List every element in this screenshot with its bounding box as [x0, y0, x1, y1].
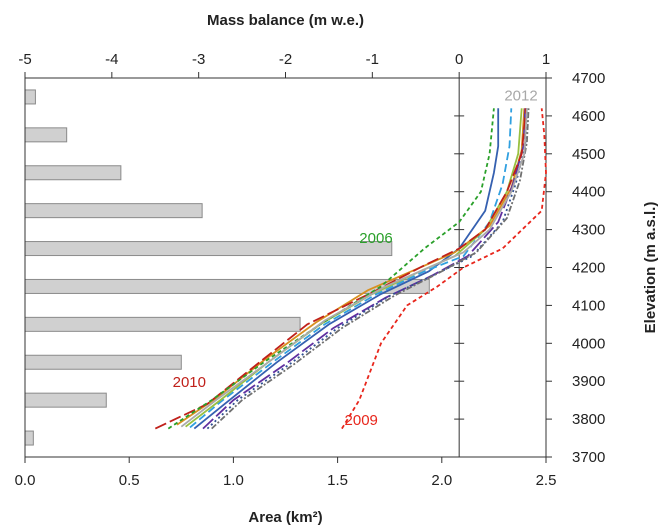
elevation-tick-label: 4500 — [572, 146, 605, 163]
mass-balance-line — [211, 108, 530, 430]
mass-balance-line — [185, 108, 523, 428]
area-bar — [24, 127, 68, 143]
mass-balance-line-2010 — [154, 108, 527, 430]
area-tick-label: 2.5 — [536, 472, 557, 489]
elevation-tick-label: 4700 — [572, 70, 605, 87]
axis-ticks: 0.0 0.5 1.0 1.5 2.0 2.5 -5 -4 -3 -2 -1 0 1 3700 3800 39… — [15, 51, 606, 489]
elevation-tick-label: 4200 — [572, 260, 605, 277]
mass-axis-title: Mass balance (m w.e.) — [207, 12, 364, 29]
elevation-tick-label: 3800 — [572, 411, 605, 428]
elevation-tick-label: 4600 — [572, 108, 605, 125]
area-tick-label: 0.5 — [119, 472, 140, 489]
area-tick-label: 1.0 — [223, 472, 244, 489]
mass-tick-label: 1 — [542, 51, 550, 68]
area-tick-label: 2.0 — [431, 472, 452, 489]
mass-balance-line — [189, 108, 513, 429]
elevation-tick-label: 3700 — [572, 449, 605, 466]
area-bar — [24, 203, 203, 219]
area-bar — [24, 89, 36, 105]
mass-balance-series — [154, 108, 547, 430]
elevation-tick-label: 4000 — [572, 335, 605, 352]
area-bar — [24, 316, 301, 332]
mass-tick-label: -5 — [18, 51, 31, 68]
mass-balance-line-2006 — [167, 108, 495, 430]
mass-tick-label: -4 — [105, 51, 118, 68]
area-tick-label: 1.5 — [327, 472, 348, 489]
area-bar — [24, 165, 122, 181]
series-label-2010: 2010 — [173, 374, 206, 391]
series-label-2006: 2006 — [359, 230, 392, 247]
elevation-tick-label: 4400 — [572, 184, 605, 201]
mass-tick-label: -2 — [279, 51, 292, 68]
axis-labels: 2009 2010 2006 2012 Mass balance (m w.e.) Are… — [173, 12, 659, 526]
elevation-tick-label: 3900 — [572, 373, 605, 390]
elevation-tick-label: 4100 — [572, 297, 605, 314]
mass-balance-line-2009 — [341, 108, 547, 430]
area-bar — [24, 430, 34, 446]
mass-tick-label: -3 — [192, 51, 205, 68]
area-bar — [24, 278, 430, 294]
elevation-tick-label: 4300 — [572, 222, 605, 239]
area-bar — [24, 392, 107, 408]
area-tick-label: 0.0 — [15, 472, 36, 489]
series-label-2012: 2012 — [504, 88, 537, 105]
area-bar — [24, 354, 182, 370]
area-bar — [24, 241, 393, 257]
mass-tick-label: 0 — [455, 51, 463, 68]
elevation-axis-title: Elevation (m a.s.l.) — [642, 202, 659, 334]
mass-balance-line-2012 — [180, 108, 528, 428]
area-axis-title: Area (km²) — [248, 509, 322, 526]
mass-tick-label: -1 — [366, 51, 379, 68]
mass-balance-line — [193, 108, 500, 430]
series-label-2009: 2009 — [345, 412, 378, 429]
mass-balance-line — [202, 108, 527, 430]
mass-balance-line — [176, 108, 526, 426]
